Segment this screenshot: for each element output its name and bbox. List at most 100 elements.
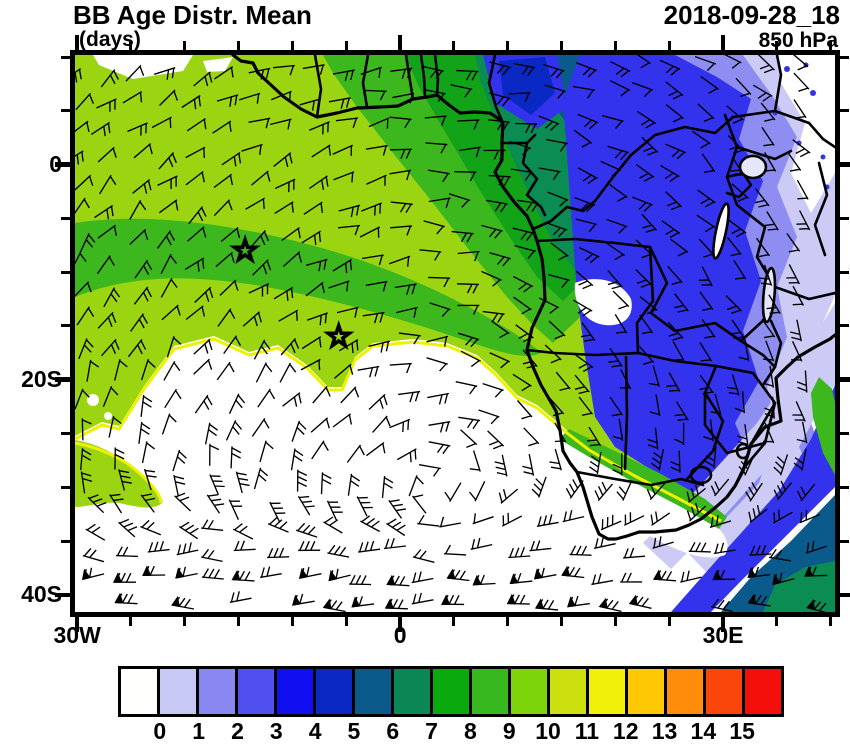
axis-tick (840, 485, 849, 489)
colorbar-box (355, 669, 394, 714)
colorbar-box (238, 669, 277, 714)
axis-tick (74, 617, 80, 632)
colorbar-box (394, 669, 433, 714)
colorbar-tick-label: 5 (347, 718, 361, 744)
y-axis-tick-label: 0 (49, 150, 62, 177)
axis-tick (183, 617, 187, 626)
axis-tick (840, 539, 849, 543)
region-green-band-west (75, 218, 541, 356)
region-royal-blue-main (563, 55, 781, 496)
axis-tick (290, 617, 294, 626)
region-seagreen-se-corner (763, 561, 835, 612)
axis-tick (829, 617, 833, 626)
plot-title: BB Age Distr. Mean (73, 0, 312, 30)
axis-tick (61, 270, 70, 274)
colorbar-tick-label: 14 (690, 718, 717, 744)
axis-tick (613, 41, 617, 50)
axis-tick (129, 617, 133, 626)
colorbar-tick-label: 0 (153, 718, 167, 744)
region-navy-core-nigeria (499, 57, 555, 115)
colorbar-box (277, 669, 316, 714)
wind-barbs (75, 55, 828, 612)
colorbar (118, 666, 784, 717)
map-canvas (75, 55, 835, 612)
axis-tick (61, 539, 70, 543)
colorbar-tick-label: 4 (308, 718, 322, 744)
axis-tick (840, 377, 850, 382)
colorbar-tick-label: 11 (574, 718, 600, 744)
axis-tick (506, 617, 510, 626)
axis-tick (237, 41, 241, 50)
colorbar-tick-label: 13 (651, 718, 678, 744)
colorbar-tick-label: 1 (192, 718, 206, 744)
colorbar-tick-label: 12 (612, 718, 639, 744)
axis-tick (840, 216, 849, 220)
pressure-level-label: 850 hPa (758, 29, 838, 52)
axis-tick (61, 485, 70, 489)
axis-tick (613, 617, 617, 626)
white-top-patch-2 (203, 57, 233, 72)
colorbar-box (706, 669, 745, 714)
axis-tick (840, 270, 849, 274)
colorbar-box (589, 669, 628, 714)
region-white-blob-zambia (574, 279, 632, 326)
lakes (712, 154, 777, 324)
axis-tick (344, 617, 348, 626)
axis-tick (452, 41, 456, 50)
station-star-marker (229, 234, 261, 265)
axis-tick (560, 617, 564, 626)
lake-tanganyika (712, 202, 730, 260)
axis-tick (840, 109, 849, 113)
lake-victoria (738, 154, 768, 180)
x-axis-tick-label: 30W (53, 622, 101, 648)
axis-tick (129, 41, 133, 50)
axis-tick (61, 216, 70, 220)
colorbar-box (199, 669, 238, 714)
colorbar-tick-label: 15 (729, 718, 755, 744)
colorbar-box (433, 669, 472, 714)
plot-units-label: (days) (79, 28, 141, 51)
x-axis-tick-label: 0 (393, 622, 407, 648)
axis-tick (61, 109, 70, 113)
colorbar-box (667, 669, 706, 714)
fringe-yellow-tongue (75, 441, 163, 504)
valid-datetime-label: 2018-09-28_18 (663, 0, 840, 30)
x-axis-tick-label: 30E (702, 622, 744, 648)
axis-tick (667, 41, 671, 50)
colorbar-tick-label: 8 (464, 718, 477, 744)
map-plot-frame (70, 50, 840, 617)
axis-tick (720, 617, 726, 632)
axis-tick (237, 617, 241, 626)
axis-tick (183, 41, 187, 50)
white-hole-2 (104, 412, 112, 420)
axis-tick (55, 592, 70, 598)
region-green-streak-se (811, 377, 835, 475)
axis-tick (397, 617, 403, 632)
colorbar-box (745, 669, 781, 714)
colorbar-tick-label: 10 (535, 718, 561, 744)
colorbar-box (511, 669, 550, 714)
axis-tick (840, 162, 850, 167)
y-axis-tick-label: 20S (21, 365, 62, 392)
station-star-marker (323, 320, 355, 351)
station-markers (229, 234, 355, 351)
fringe-yellow-boundary (75, 337, 722, 523)
colorbar-box (472, 669, 511, 714)
colorbar-tick-label: 9 (502, 718, 516, 744)
axis-tick (290, 41, 294, 50)
axis-tick (74, 35, 80, 50)
axis-tick (452, 617, 456, 626)
axis-tick (720, 35, 726, 50)
axis-tick (667, 617, 671, 626)
axis-tick (61, 55, 70, 59)
y-axis-tick-label: 40S (21, 580, 62, 607)
axis-tick (840, 592, 850, 598)
colorbar-tick-label: 2 (231, 718, 244, 744)
axis-tick (61, 324, 70, 328)
axis-tick (840, 55, 849, 59)
region-smoke-tongue-sw (75, 440, 163, 508)
axis-tick (344, 41, 348, 50)
colorbar-tick-label: 7 (425, 718, 438, 744)
country-borders (313, 55, 835, 488)
